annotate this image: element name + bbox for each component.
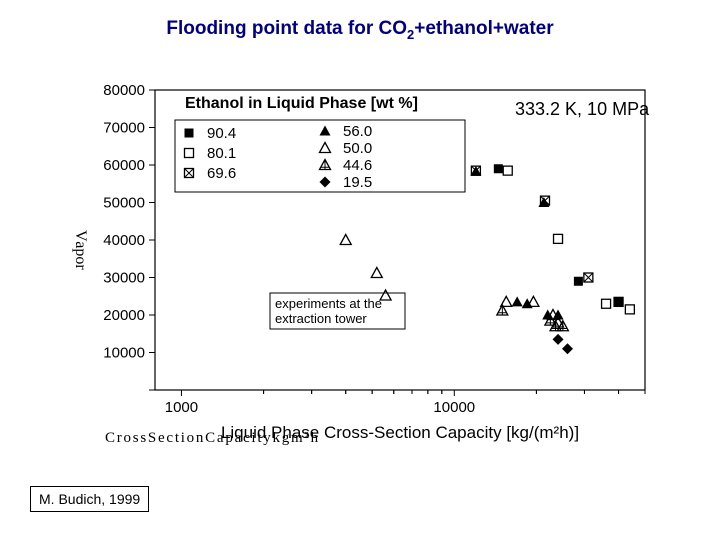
- svg-text:19.5: 19.5: [343, 174, 372, 191]
- svg-text:80000: 80000: [103, 82, 145, 99]
- svg-text:10000: 10000: [103, 345, 145, 362]
- svg-text:56.0: 56.0: [343, 123, 372, 140]
- slide-title: Flooding point data for CO2+ethanol+wate…: [0, 18, 720, 42]
- citation-box: M. Budich, 1999: [30, 486, 149, 512]
- svg-text:experiments at the: experiments at the: [275, 296, 382, 311]
- scatter-chart: 10000 20000 30000 40000 50000 60000 70000 80000…: [100, 80, 660, 450]
- svg-text:40000: 40000: [103, 232, 145, 249]
- svg-text:80.1: 80.1: [207, 145, 236, 162]
- svg-text:70000: 70000: [103, 120, 145, 137]
- svg-text:50000: 50000: [103, 195, 145, 212]
- svg-text:69.6: 69.6: [207, 165, 236, 182]
- svg-text:30000: 30000: [103, 270, 145, 287]
- svg-text:44.6: 44.6: [343, 157, 372, 174]
- svg-text:90.4: 90.4: [207, 125, 236, 142]
- artifact-x-label: C r o s s S e c t i o n C a p a c i t y …: [105, 430, 317, 447]
- svg-text:50.0: 50.0: [343, 140, 372, 157]
- svg-text:Ethanol in Liquid Phase [wt %]: Ethanol in Liquid Phase [wt %]: [185, 95, 418, 112]
- svg-text:20000: 20000: [103, 307, 145, 324]
- svg-text:1000: 1000: [165, 399, 198, 416]
- svg-text:333.2 K, 10 MPa: 333.2 K, 10 MPa: [515, 99, 650, 119]
- svg-text:60000: 60000: [103, 157, 145, 174]
- svg-text:extraction tower: extraction tower: [275, 311, 367, 326]
- artifact-y-label: V a p o r: [75, 230, 85, 268]
- svg-text:10000: 10000: [433, 399, 475, 416]
